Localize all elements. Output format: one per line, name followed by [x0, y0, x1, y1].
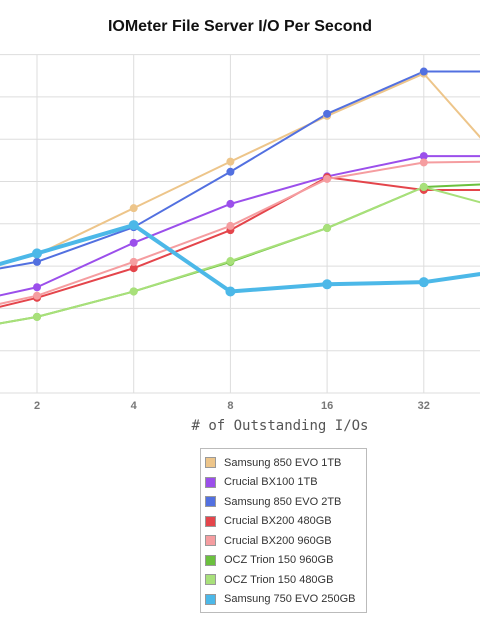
- x-tick-label: 4: [131, 400, 138, 412]
- series-lines: [0, 70, 480, 325]
- x-tick-label: 32: [418, 400, 430, 412]
- legend-label: Crucial BX200 960GB: [224, 534, 332, 547]
- legend: Samsung 850 EVO 1TB Crucial BX100 1TB Sams…: [200, 448, 367, 613]
- data-point: [322, 279, 333, 290]
- data-point: [419, 158, 428, 167]
- chart-title: IOMeter File Server I/O Per Second: [107, 18, 373, 35]
- series-line: [0, 155, 480, 297]
- legend-label: Samsung 750 EVO 250GB: [224, 593, 356, 606]
- data-point: [33, 257, 41, 266]
- data-point: [129, 238, 138, 247]
- data-point: [129, 204, 138, 213]
- data-point: [226, 157, 235, 166]
- data-point: [323, 109, 332, 118]
- data-point: [323, 224, 332, 233]
- data-point: [128, 220, 139, 231]
- data-point: [33, 283, 41, 292]
- data-point: [33, 291, 41, 300]
- data-point: [225, 286, 236, 297]
- data-point: [419, 152, 428, 161]
- chart-plot: 2 4 8 16 32: [0, 54, 480, 412]
- legend-item: Samsung 850 EVO 2TB: [205, 492, 360, 512]
- legend-item: OCZ Trion 150 960GB: [205, 551, 360, 571]
- data-point: [419, 182, 428, 191]
- data-point: [129, 257, 138, 266]
- legend-swatch: [205, 496, 216, 508]
- x-tick-label: 8: [227, 400, 233, 412]
- legend-swatch: [205, 457, 216, 469]
- legend-label: Crucial BX100 1TB: [224, 476, 318, 489]
- x-tick-label: 2: [34, 400, 40, 412]
- series-line: [0, 72, 480, 265]
- series-line: [0, 160, 480, 305]
- legend-item: Crucial BX200 480GB: [205, 512, 360, 532]
- legend-item: Crucial BX200 960GB: [205, 531, 360, 551]
- legend-swatch: [205, 535, 216, 547]
- data-point: [418, 277, 429, 288]
- data-point: [226, 221, 235, 230]
- data-point: [32, 248, 42, 259]
- data-point: [226, 199, 235, 208]
- legend-swatch: [205, 476, 216, 488]
- legend-swatch: [205, 593, 216, 605]
- legend-label: OCZ Trion 150 960GB: [224, 554, 334, 567]
- series-line: [0, 185, 480, 325]
- data-point: [33, 312, 41, 321]
- data-point: [226, 257, 235, 266]
- legend-label: Crucial BX200 480GB: [224, 515, 332, 528]
- legend-label: Samsung 850 EVO 2TB: [224, 495, 342, 508]
- legend-item: Crucial BX100 1TB: [205, 473, 360, 493]
- series-points: [32, 67, 429, 321]
- legend-label: OCZ Trion 150 480GB: [224, 573, 334, 586]
- legend-swatch: [205, 554, 216, 566]
- series-line: [0, 70, 480, 270]
- x-ticks: 2 4 8 16 32: [34, 400, 430, 412]
- legend-label: Samsung 850 EVO 1TB: [224, 456, 342, 469]
- legend-swatch: [205, 515, 216, 527]
- legend-swatch: [205, 574, 216, 586]
- data-point: [323, 174, 332, 183]
- data-point: [129, 287, 138, 296]
- x-tick-label: 16: [321, 400, 333, 412]
- x-axis-label: # of Outstanding I/Os: [191, 418, 369, 434]
- data-point: [129, 264, 138, 273]
- data-point: [419, 67, 428, 76]
- data-point: [226, 167, 235, 176]
- legend-item: Samsung 750 EVO 250GB: [205, 590, 360, 610]
- legend-item: OCZ Trion 150 480GB: [205, 570, 360, 590]
- legend-item: Samsung 850 EVO 1TB: [205, 453, 360, 473]
